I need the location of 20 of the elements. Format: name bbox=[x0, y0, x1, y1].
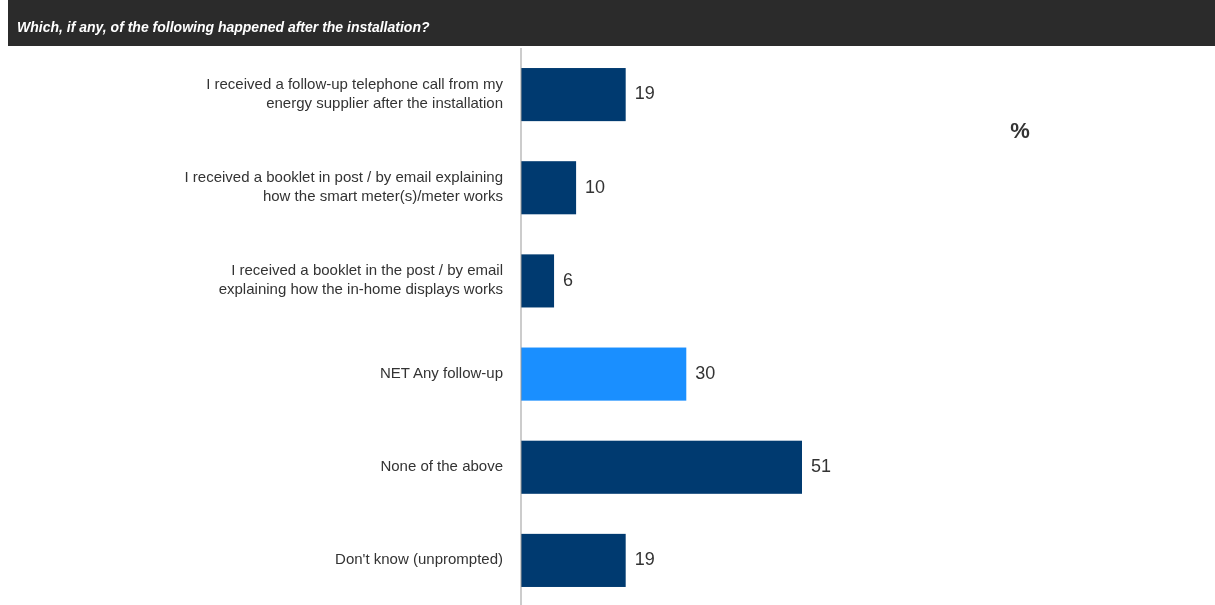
data-label: 19 bbox=[634, 549, 655, 570]
bar bbox=[521, 254, 555, 308]
y-tick-label: None of the above bbox=[380, 457, 503, 475]
text: % bbox=[1010, 117, 1030, 143]
data-label: 10 bbox=[585, 176, 606, 197]
data-label: 51 bbox=[811, 456, 832, 476]
bar bbox=[521, 533, 626, 587]
bar bbox=[521, 440, 802, 494]
y-tick-label: Don't know (unprompted) bbox=[335, 550, 503, 568]
bar bbox=[521, 161, 577, 215]
text: Which, if any, of the following happened after the installation? bbox=[17, 19, 430, 35]
bar bbox=[521, 68, 626, 122]
data-label: 19 bbox=[634, 83, 655, 104]
data-label: 6 bbox=[563, 269, 574, 290]
y-tick-label: NET Any follow-up bbox=[379, 364, 503, 382]
bar bbox=[521, 347, 687, 401]
data-label: 30 bbox=[695, 362, 716, 383]
y-tick-label: I received a booklet in post / by email explaining how the smart meter(s)/meter works bbox=[184, 168, 503, 205]
y-tick-label: I received a follow-up telephone call from my energy supplier after the installation bbox=[206, 75, 504, 112]
y-tick-label: I received a booklet in the post / by email explaining how the in-home displays works bbox=[218, 261, 503, 298]
